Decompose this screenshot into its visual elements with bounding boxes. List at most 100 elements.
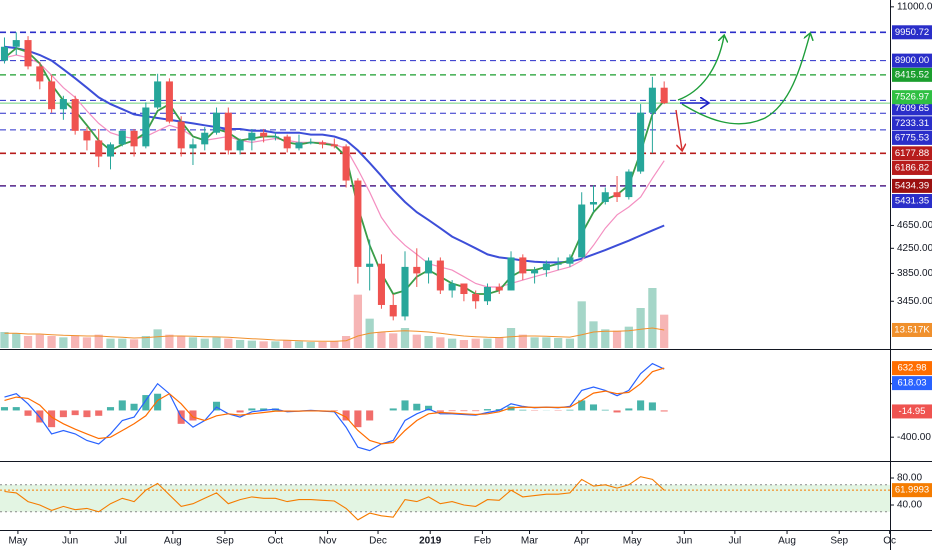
candle-body bbox=[519, 257, 527, 274]
candle-body bbox=[36, 66, 44, 82]
candle-body bbox=[95, 140, 103, 157]
candle-body bbox=[660, 87, 668, 104]
red-arrow bbox=[675, 109, 682, 150]
macd-histogram-bar bbox=[106, 407, 115, 411]
volume-bar bbox=[471, 338, 480, 348]
macd-histogram-bar bbox=[0, 407, 9, 411]
candle-body bbox=[106, 144, 115, 157]
x-tick-label: Sep bbox=[216, 536, 234, 547]
candle-body bbox=[260, 132, 268, 137]
candle-body bbox=[413, 266, 421, 274]
candle-body bbox=[648, 87, 656, 113]
candle-body bbox=[283, 136, 291, 149]
moving-average bbox=[3, 47, 665, 296]
volume-bar bbox=[624, 326, 633, 348]
candle-body bbox=[24, 40, 32, 67]
macd-histogram-bar bbox=[483, 409, 492, 411]
candle-body bbox=[330, 144, 338, 147]
histogram-label-box bbox=[892, 404, 932, 419]
candle-body bbox=[165, 81, 173, 122]
macd-histogram-bar bbox=[142, 395, 150, 411]
volume-bar bbox=[389, 333, 398, 348]
candle-body bbox=[48, 81, 56, 110]
candle-body bbox=[436, 260, 444, 291]
volume-ma-line bbox=[4, 327, 665, 342]
y-tick-label: 3450.00 bbox=[897, 296, 932, 307]
rsi-label: 61.9993 bbox=[895, 485, 929, 496]
volume-bar bbox=[129, 339, 139, 348]
level-label-box bbox=[892, 194, 932, 209]
x-tick-label: Aug bbox=[164, 536, 182, 547]
macd-histogram-bar bbox=[425, 405, 433, 411]
volume-bar bbox=[141, 336, 150, 348]
level-label: 6186.82 bbox=[895, 162, 929, 173]
volume-bar bbox=[271, 341, 280, 348]
volume-bar bbox=[495, 337, 504, 348]
volume-bar bbox=[341, 336, 351, 348]
macd-histogram-bar bbox=[95, 410, 103, 416]
volume-bar bbox=[565, 338, 575, 348]
back-layer bbox=[0, 31, 890, 513]
volume-bar bbox=[318, 342, 327, 348]
candle-body bbox=[59, 99, 67, 110]
rsi-label-box bbox=[892, 483, 932, 498]
x-tick-label: Dec bbox=[369, 536, 387, 547]
candle-body bbox=[201, 132, 209, 145]
candle-body bbox=[71, 99, 79, 131]
rsi-band bbox=[0, 484, 890, 512]
candle-body bbox=[154, 81, 162, 108]
macd-histogram-bar bbox=[59, 410, 67, 418]
macd-histogram-bar bbox=[12, 407, 20, 411]
volume-bar bbox=[71, 335, 80, 348]
candle-body bbox=[377, 263, 385, 305]
candle-body bbox=[224, 112, 232, 151]
level-label-box bbox=[892, 25, 932, 40]
marks-layer bbox=[0, 32, 668, 521]
macd-histogram-bar bbox=[637, 400, 645, 411]
volume-bar bbox=[330, 341, 339, 348]
candle-body bbox=[366, 263, 374, 267]
level-label: 8415.52 bbox=[895, 69, 929, 80]
volume-bar bbox=[0, 332, 9, 348]
level-label: 7233.31 bbox=[895, 118, 929, 129]
candle-body bbox=[342, 146, 350, 181]
x-tick-label: Feb bbox=[474, 536, 492, 547]
candle-body bbox=[483, 286, 492, 302]
macd-histogram-bar bbox=[260, 408, 268, 411]
candle-body bbox=[495, 286, 503, 291]
x-tick-label: Mar bbox=[521, 536, 539, 547]
y-tick-label: 4250.00 bbox=[897, 243, 932, 254]
candle-body bbox=[295, 142, 303, 149]
macd-histogram-bar bbox=[566, 409, 574, 411]
level-label: 5434.39 bbox=[895, 180, 929, 191]
moving-average bbox=[4, 54, 665, 288]
candle-body bbox=[613, 192, 621, 198]
volume-bar bbox=[94, 334, 103, 348]
rsi-line bbox=[4, 476, 665, 521]
level-label: 9950.72 bbox=[895, 27, 929, 38]
volume-bar bbox=[601, 329, 610, 348]
macd-histogram-bar bbox=[613, 410, 621, 413]
x-tick-label: Jul bbox=[728, 536, 741, 547]
level-label: 8900.00 bbox=[895, 55, 929, 66]
macd-histogram-bar bbox=[472, 410, 480, 412]
candle-body bbox=[507, 257, 515, 291]
candle-body bbox=[425, 260, 433, 274]
volume-bar bbox=[589, 321, 598, 348]
macd-histogram-bar bbox=[83, 410, 91, 418]
x-tick-label: Jun bbox=[676, 536, 692, 547]
candle-body bbox=[177, 121, 185, 149]
level-label: 6775.53 bbox=[895, 132, 929, 143]
x-tick-label: May bbox=[623, 536, 642, 547]
volume-bar bbox=[506, 328, 516, 348]
current-price-label: 7526.97 bbox=[895, 92, 929, 103]
volume-bar bbox=[518, 334, 527, 348]
macd-histogram-bar bbox=[648, 402, 656, 411]
candle-body bbox=[401, 266, 409, 317]
volume-bar bbox=[59, 337, 68, 348]
level-label-box bbox=[892, 178, 932, 193]
volume-bar bbox=[12, 333, 21, 348]
volume-bar bbox=[47, 336, 56, 348]
volume-bar bbox=[353, 294, 363, 348]
